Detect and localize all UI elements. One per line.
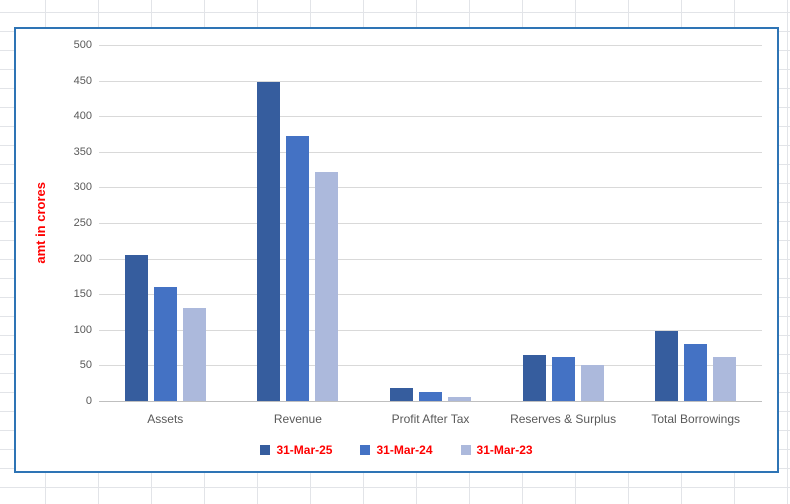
bar-31-Mar-25-Profit After Tax[interactable]: [390, 388, 413, 401]
bar-31-Mar-24-Revenue[interactable]: [286, 136, 310, 401]
bar-31-Mar-24-Assets[interactable]: [153, 287, 177, 401]
gridline: [99, 365, 762, 367]
y-tick-label: 350: [73, 145, 92, 158]
legend-swatch-icon: [260, 445, 271, 455]
bar-31-Mar-23-Total Borrowings[interactable]: [713, 356, 737, 401]
bar-31-Mar-24-Profit After Tax[interactable]: [419, 391, 442, 401]
gridline: [99, 151, 762, 153]
embedded-bar-chart[interactable]: amt in crores 0 50 100 150 200 250 300 350 400 45…: [14, 27, 779, 473]
legend-item-31-Mar-24[interactable]: 31-Mar-24: [360, 443, 433, 457]
legend-label: 31-Mar-23: [476, 443, 533, 457]
bar-31-Mar-25-Revenue[interactable]: [257, 82, 281, 401]
legend-item-31-Mar-25[interactable]: 31-Mar-25: [260, 444, 332, 456]
category-label: Profit After Tax: [391, 412, 470, 426]
y-tick-label: 50: [79, 359, 92, 372]
bar-31-Mar-25-Total Borrowings[interactable]: [655, 330, 679, 401]
category-label: Revenue: [273, 412, 322, 426]
x-axis-line: [99, 401, 762, 402]
gridline: [99, 223, 762, 224]
bar-31-Mar-23-Assets[interactable]: [182, 308, 206, 401]
category-label: Total Borrowings: [651, 412, 741, 426]
bar-31-Mar-23-Revenue[interactable]: [315, 172, 339, 401]
bar-31-Mar-23-Profit After Tax[interactable]: [448, 396, 471, 401]
bar-31-Mar-24-Reserves & Surplus[interactable]: [551, 356, 575, 401]
gridline: [99, 329, 762, 331]
y-tick-label: 250: [73, 217, 92, 229]
y-tick-label: 200: [73, 252, 92, 265]
legend-item-31-Mar-23[interactable]: 31-Mar-23: [460, 443, 533, 457]
bar-31-Mar-23-Reserves & Surplus[interactable]: [580, 365, 604, 401]
gridline: [99, 294, 762, 296]
legend-label: 31-Mar-24: [376, 443, 433, 457]
legend-swatch-icon: [460, 445, 471, 455]
bar-31-Mar-25-Reserves & Surplus[interactable]: [522, 355, 546, 401]
y-tick-label: 100: [73, 323, 92, 336]
y-tick-label: 0: [85, 395, 92, 407]
bar-31-Mar-25-Assets[interactable]: [124, 255, 148, 401]
y-tick-label: 450: [73, 74, 92, 87]
legend-swatch-icon: [360, 445, 371, 455]
legend-label: 31-Mar-25: [276, 443, 333, 457]
category-label: Reserves & Surplus: [510, 412, 617, 426]
y-tick-label: 300: [73, 181, 92, 194]
legend: 31-Mar-25 31-Mar-24 31-Mar-23: [16, 441, 777, 459]
y-tick-label: 150: [73, 288, 92, 301]
y-tick-label: 500: [73, 39, 92, 51]
gridline: [99, 80, 762, 82]
y-tick-label: 400: [73, 110, 92, 123]
gridline: [99, 116, 762, 118]
plot-area: [99, 45, 762, 402]
gridline: [99, 187, 762, 189]
gridline: [99, 45, 762, 46]
gridline: [99, 258, 762, 260]
category-label: Assets: [147, 412, 184, 426]
bar-31-Mar-24-Total Borrowings[interactable]: [684, 344, 708, 401]
